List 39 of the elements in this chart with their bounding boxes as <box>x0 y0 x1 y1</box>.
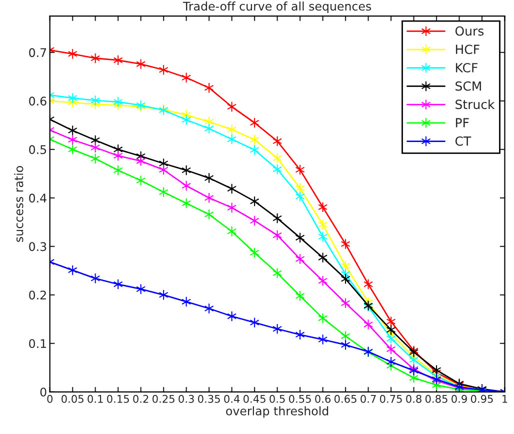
x-tick-label: 1 <box>502 395 508 403</box>
x-tick-label: 0.6 <box>315 394 331 403</box>
x-tick-label: 0.5 <box>270 394 285 403</box>
y-axis-title: success ratio <box>14 166 24 242</box>
y-tick-label: 0.1 <box>29 339 46 348</box>
y-tick-label: 0.5 <box>29 145 46 154</box>
y-tick-label: 0.3 <box>29 242 46 252</box>
legend-label: Ours <box>455 26 484 36</box>
x-tick-label: 0.3 <box>178 394 194 403</box>
y-tick-label: 0.4 <box>29 194 46 203</box>
x-tick-label: 0.8 <box>406 394 422 403</box>
x-tick-label: 0.4 <box>224 394 240 403</box>
x-tick-label: 0.05 <box>62 394 84 403</box>
legend-label: HCF <box>456 44 480 54</box>
legend-label: KCF <box>456 62 478 72</box>
x-tick-label: 0.1 <box>88 394 103 403</box>
x-tick-label: 0.75 <box>380 394 402 403</box>
x-tick-label: 0.95 <box>470 394 493 403</box>
x-tick-label: 0.15 <box>107 394 129 403</box>
x-tick-label: 0.25 <box>152 394 174 403</box>
legend-label: Struck <box>456 99 495 110</box>
x-tick-label: 0.55 <box>288 394 311 403</box>
x-tick-label: 0.7 <box>360 394 376 403</box>
x-tick-label: 0.9 <box>452 394 467 403</box>
chart-title: Trade-off curve of all sequences <box>182 2 372 13</box>
y-tick-label: 0.7 <box>29 48 46 58</box>
x-tick-label: 0 <box>47 394 53 403</box>
y-tick-label: 0.6 <box>29 96 46 106</box>
x-tick-label: 0.45 <box>244 394 266 403</box>
legend-label: CT <box>455 136 472 146</box>
x-tick-label: 0.85 <box>425 394 448 403</box>
x-tick-label: 0.35 <box>198 394 220 403</box>
x-tick-label: 0.65 <box>334 394 356 403</box>
y-tick-label: 0 <box>40 388 46 397</box>
x-axis-title: overlap threshold <box>226 406 328 418</box>
legend-label: SCM <box>456 81 481 91</box>
x-tick-label: 0.2 <box>133 394 148 403</box>
legend-label: PF <box>456 118 469 128</box>
y-tick-label: 0.2 <box>29 290 46 300</box>
